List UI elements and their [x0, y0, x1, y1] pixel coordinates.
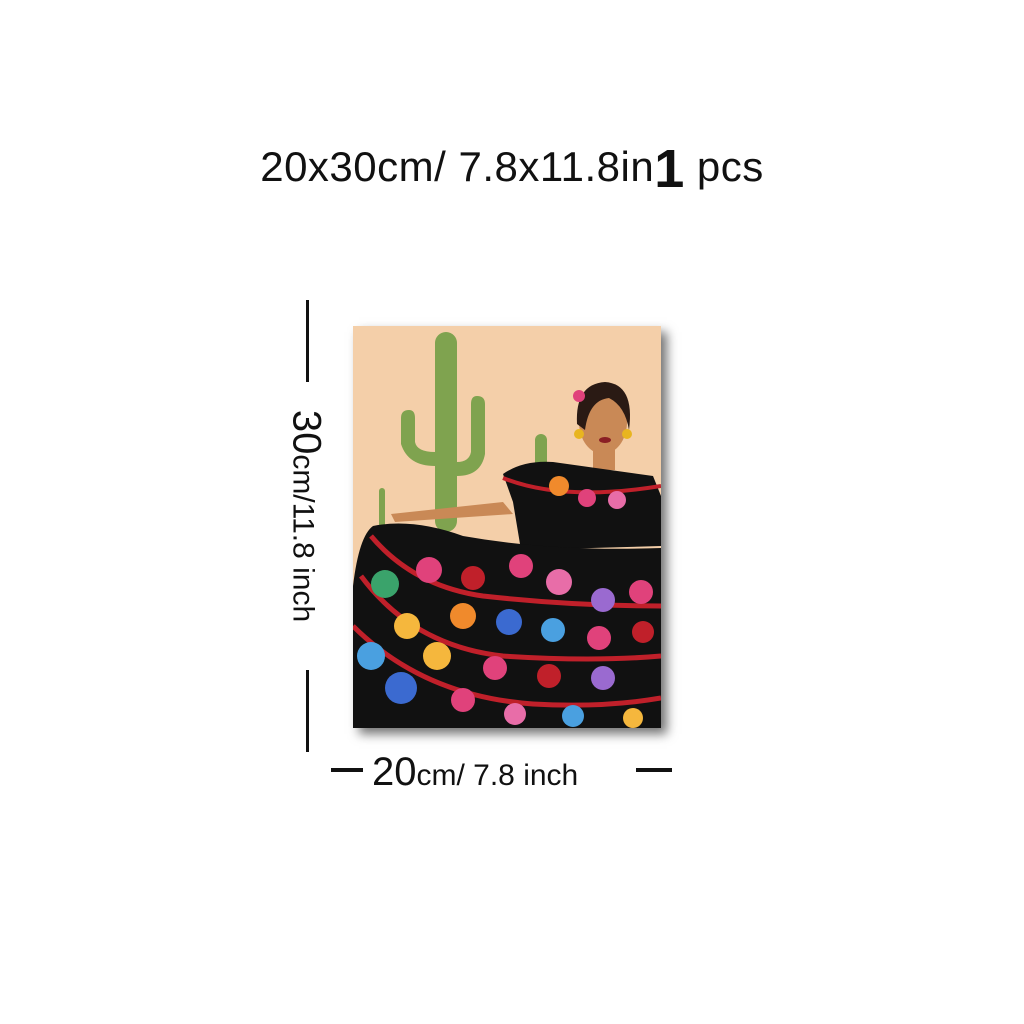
woman-hair [576, 382, 630, 430]
hair-flower [573, 390, 585, 402]
size-text: 20x30cm/ 7.8x11.8in [260, 143, 655, 190]
artwork-illustration [353, 326, 661, 728]
woman-lips [599, 437, 611, 443]
height-line-top [306, 300, 309, 382]
width-line-right [636, 768, 672, 772]
height-value: 30 [284, 409, 329, 455]
height-unit: cm/11.8 inch [286, 454, 320, 623]
width-label: 20cm/ 7.8 inch [372, 750, 578, 795]
woman-arm [391, 502, 513, 522]
dress-flowers [357, 476, 654, 728]
size-heading: 20x30cm/ 7.8x11.8in1 pcs [0, 138, 1024, 200]
width-line-left [331, 768, 363, 772]
width-unit: cm/ 7.8 inch [416, 759, 579, 792]
dress-bodice [503, 461, 661, 550]
quantity-number: 1 [654, 139, 685, 199]
width-value: 20 [372, 750, 417, 794]
height-label: 30cm/11.8 inch [284, 410, 329, 622]
canvas-print [353, 326, 661, 728]
earring-right [622, 429, 632, 439]
earring-left [574, 429, 584, 439]
cactus-large [401, 332, 485, 532]
quantity-unit: pcs [696, 143, 764, 190]
height-line-bottom [306, 670, 309, 752]
